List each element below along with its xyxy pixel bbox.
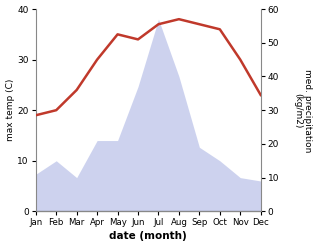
Y-axis label: med. precipitation
(kg/m2): med. precipitation (kg/m2) <box>293 68 313 152</box>
Y-axis label: max temp (C): max temp (C) <box>5 79 15 141</box>
X-axis label: date (month): date (month) <box>109 231 187 242</box>
